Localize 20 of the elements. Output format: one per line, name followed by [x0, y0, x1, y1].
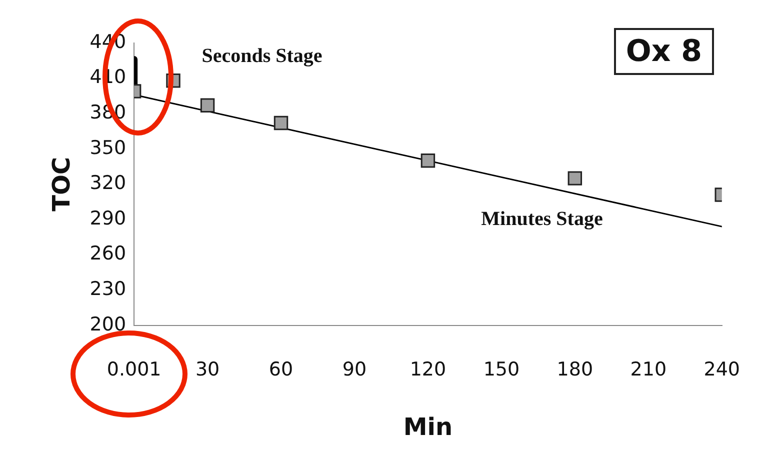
- y-tick-label: 350: [90, 136, 126, 159]
- x-tick-label: 240: [704, 358, 740, 381]
- y-tick-label: 260: [90, 242, 126, 265]
- x-tick-label: 60: [268, 358, 294, 381]
- x-tick-label: 90: [342, 358, 367, 381]
- annotation: Seconds Stage: [202, 45, 322, 68]
- y-tick-label: 320: [90, 172, 126, 194]
- x-tick-label: 120: [410, 358, 446, 381]
- x-axis-title: Min: [403, 412, 453, 441]
- y-tick-label: 200: [90, 313, 126, 336]
- y-tick-label: 290: [90, 207, 126, 230]
- x-tick-label: 0.001: [106, 358, 162, 381]
- annotation: Ox 8: [614, 28, 714, 75]
- y-tick-label: 230: [90, 278, 126, 300]
- annotation: Minutes Stage: [481, 208, 603, 230]
- x-tick-label: 150: [483, 358, 520, 381]
- y-axis-title: TOC: [48, 157, 76, 212]
- x-tick-label: 180: [556, 358, 594, 381]
- x-tick-label: 30: [195, 358, 220, 381]
- x-tick-label: 210: [630, 358, 667, 381]
